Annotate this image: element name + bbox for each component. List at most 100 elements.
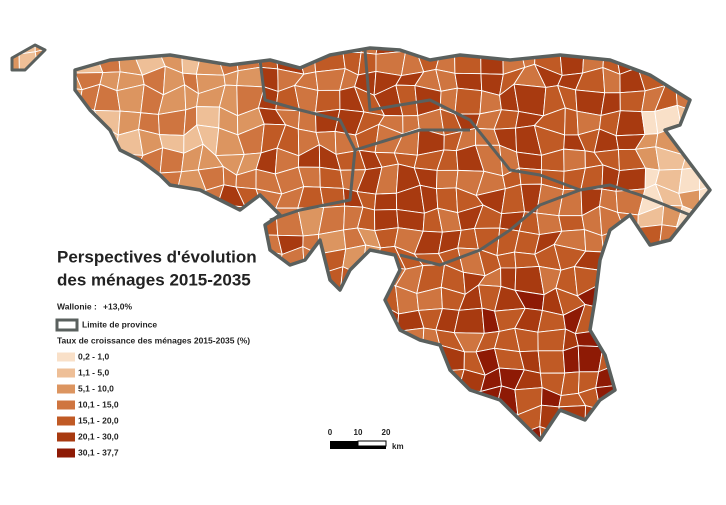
commune xyxy=(640,451,660,474)
commune xyxy=(718,368,726,393)
commune xyxy=(715,331,726,354)
commune xyxy=(18,383,43,415)
province-border xyxy=(258,59,357,222)
commune xyxy=(654,323,687,352)
commune xyxy=(155,45,183,53)
commune xyxy=(295,284,321,309)
commune xyxy=(583,45,605,56)
commune xyxy=(675,64,706,90)
commune xyxy=(294,405,322,433)
province-border xyxy=(354,128,470,152)
commune xyxy=(719,64,726,95)
commune xyxy=(454,45,482,57)
commune xyxy=(38,146,63,172)
commune xyxy=(12,212,26,229)
commune xyxy=(114,371,146,386)
commune xyxy=(15,126,46,152)
commune xyxy=(699,304,710,336)
commune xyxy=(640,324,665,349)
commune xyxy=(698,49,710,67)
commune xyxy=(57,124,84,148)
commune xyxy=(496,454,517,476)
legend-swatch xyxy=(57,416,75,426)
commune xyxy=(453,431,486,440)
commune xyxy=(276,429,301,440)
commune xyxy=(436,169,459,190)
commune xyxy=(156,387,181,412)
legend-swatch xyxy=(57,384,75,394)
commune xyxy=(718,249,726,273)
commune xyxy=(12,183,25,217)
commune xyxy=(439,384,459,411)
commune xyxy=(315,448,341,473)
commune xyxy=(676,287,705,307)
commune xyxy=(477,405,498,437)
commune xyxy=(673,350,706,368)
commune xyxy=(113,191,140,209)
commune xyxy=(456,390,482,415)
commune xyxy=(162,432,183,440)
commune xyxy=(634,406,664,433)
commune xyxy=(114,383,139,417)
scale-bar: km 0 10 20 xyxy=(328,428,404,451)
commune xyxy=(636,365,663,393)
commune xyxy=(717,212,726,234)
commune xyxy=(616,324,644,356)
commune xyxy=(654,347,682,368)
commune xyxy=(161,212,177,237)
commune xyxy=(278,304,302,335)
commune xyxy=(234,45,261,52)
commune xyxy=(233,371,259,394)
commune xyxy=(93,109,121,136)
commune xyxy=(12,363,25,393)
commune xyxy=(416,367,441,389)
summary-value: +13,0% xyxy=(103,301,133,311)
commune xyxy=(114,152,144,176)
commune xyxy=(681,46,704,66)
commune xyxy=(175,205,201,236)
commune xyxy=(314,89,341,113)
commune xyxy=(680,124,706,157)
scale-unit: km xyxy=(392,442,404,451)
commune xyxy=(698,211,710,235)
commune xyxy=(564,107,579,136)
commune xyxy=(217,391,243,408)
commune xyxy=(12,305,24,332)
commune xyxy=(158,311,184,334)
commune xyxy=(98,152,125,176)
commune xyxy=(42,227,62,249)
commune xyxy=(637,346,665,369)
commune xyxy=(537,350,566,374)
commune xyxy=(395,348,424,375)
commune xyxy=(717,294,726,316)
commune xyxy=(700,248,710,275)
commune xyxy=(193,45,221,50)
commune xyxy=(453,307,485,334)
commune xyxy=(76,124,103,156)
scale-segment xyxy=(330,446,386,449)
commune xyxy=(36,183,63,212)
commune xyxy=(480,49,504,75)
commune xyxy=(699,330,710,357)
commune xyxy=(300,326,324,349)
commune xyxy=(655,286,683,307)
commune xyxy=(454,87,483,115)
commune xyxy=(55,183,84,208)
commune xyxy=(154,284,181,313)
commune xyxy=(256,45,279,55)
commune xyxy=(12,243,17,277)
commune xyxy=(174,284,203,317)
commune xyxy=(276,284,304,309)
commune xyxy=(259,266,279,295)
commune xyxy=(217,406,244,436)
commune xyxy=(239,444,265,466)
commune xyxy=(24,445,38,474)
commune xyxy=(454,451,485,468)
commune xyxy=(562,345,580,374)
commune xyxy=(123,450,137,468)
commune xyxy=(181,45,203,53)
commune xyxy=(278,446,303,474)
commune xyxy=(57,103,84,130)
commune xyxy=(21,429,36,440)
scale-tick-label: 0 xyxy=(328,428,333,437)
